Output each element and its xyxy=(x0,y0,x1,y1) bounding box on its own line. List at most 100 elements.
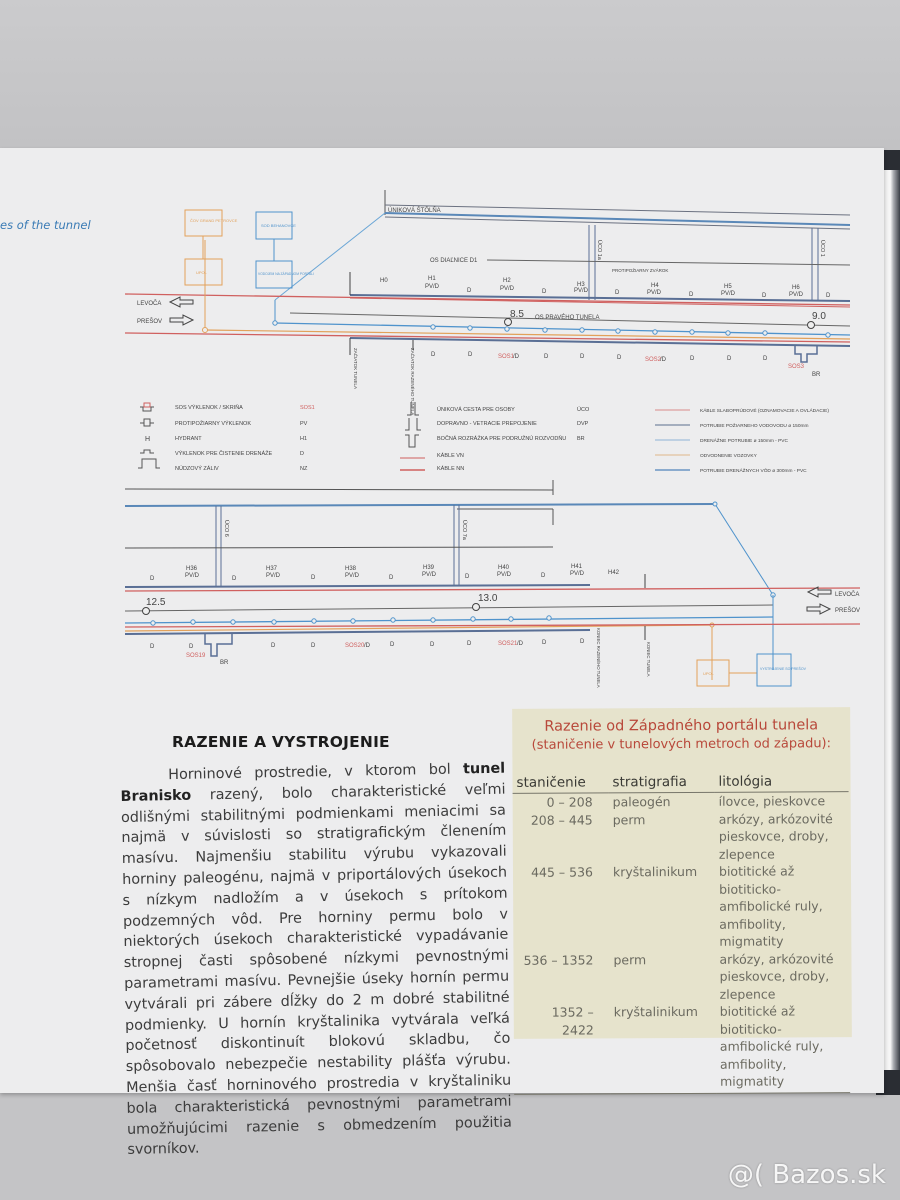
cell-stratigraphy: kryštalinikum xyxy=(612,863,698,880)
hydrant-label: H3 xyxy=(577,282,585,288)
watermark: @( Bazos.sk xyxy=(727,1160,886,1190)
text-run: Horninové prostredie, v ktorom bol xyxy=(168,761,464,784)
hydrant-label: H2 xyxy=(503,278,511,284)
label-sod-box: VYSTROJENIE SO PREŠOV xyxy=(760,666,807,671)
sos-label: SOS1 xyxy=(498,354,515,360)
pvd-label: PV/D xyxy=(574,288,589,294)
label-km-13-0: 13.0 xyxy=(478,593,498,604)
label-fire-niche-note: PROTIPOŽIARNY ZVÁROK xyxy=(612,266,668,273)
label-km-12-5: 12.5 xyxy=(146,597,166,608)
hydrant-label: H6 xyxy=(792,285,800,291)
cell-lithology: arkózy, arkózovité pieskovce, droby, zle… xyxy=(719,950,834,1002)
legend-code: D xyxy=(300,451,304,457)
cell-chainage: 0 – 208 xyxy=(546,794,593,810)
legend: H SOS VÝKLENOK / SKRIŇA PROTIPOŽIARNY VÝ… xyxy=(138,402,829,474)
cell-chainage: 536 – 1352 xyxy=(523,951,594,968)
hydrant-label: H0 xyxy=(380,278,388,284)
legend-label: BOČNÁ ROZRÁŽKA PRE PODRUŽNÚ ROZVODŇU xyxy=(437,434,566,442)
table-row: 1352 – 2422 kryštalinikum biotitické až bi… xyxy=(513,1002,851,1094)
sos-suffix: /D xyxy=(513,354,520,360)
drainage-label: D xyxy=(615,290,620,296)
hydrant-icon: H xyxy=(145,436,150,443)
legend-label: VÝKLENOK PRE ČISTENIE DRENÁŽE xyxy=(175,449,273,457)
legend-label: POTRUBIE POŽIARNEHO VODOVODU ø 150mm xyxy=(700,421,808,429)
br-label: BR xyxy=(812,372,821,378)
drainage-label: D xyxy=(544,354,549,360)
label-right-tube-axis: OS PRAVÉHO TUNELA xyxy=(535,314,599,321)
sidebox-subtitle: (staničenie v tunelových metroch od zápa… xyxy=(531,736,832,753)
label-start-tunnel: ZAČIATOK TUNELA xyxy=(353,348,359,389)
label-levoca: LEVOČA xyxy=(835,591,859,598)
pvd-label: PV/D xyxy=(497,572,512,578)
article-body: Horninové prostredie, v ktorom bol tunel… xyxy=(120,759,513,1161)
hydrant-label: H5 xyxy=(724,284,732,290)
cell-stratigraphy: kryštalinikum xyxy=(609,1002,717,1094)
background-wall xyxy=(0,0,900,150)
hydrant-label: H41 xyxy=(571,564,583,570)
label-uco-6: ÚCO 6 xyxy=(223,520,230,537)
legend-code: SOS1 xyxy=(300,405,315,411)
drainage-label: D xyxy=(763,356,768,362)
table-row: 0 – 208 paleogén ílovce, pieskovce xyxy=(513,792,849,812)
sidebox-title: Razenie od Západného portálu tunela xyxy=(544,717,819,735)
legend-label: NÚDZOVÝ ZÁLIV xyxy=(175,465,219,472)
pvd-label: PV/D xyxy=(422,572,437,578)
drainage-label: D xyxy=(826,293,831,299)
cell-stratigraphy: perm xyxy=(613,951,647,967)
hydrant-label: H40 xyxy=(498,565,510,571)
drainage-label: D xyxy=(727,356,732,362)
drainage-label: D xyxy=(189,644,194,650)
table-row: 208 – 445 perm arkózy, arkózovité pieskovc… xyxy=(513,810,849,864)
sos-suffix: /D xyxy=(364,643,371,649)
drainage-label: D xyxy=(465,574,470,580)
drainage-label: D xyxy=(311,643,316,649)
drainage-label: D xyxy=(468,352,473,358)
legend-label: POTRUBIE DRENÁŽNYCH VÔD ø 300mm - PVC xyxy=(700,466,807,474)
legend-label: DOPRAVNO - VETRACIE PREPOJENIE xyxy=(437,421,537,427)
drainage-label: D xyxy=(430,642,435,648)
pvd-label: PV/D xyxy=(185,573,200,579)
book-edge xyxy=(884,170,900,1070)
pvd-label: PV/D xyxy=(789,292,804,298)
drainage-label: D xyxy=(580,354,585,360)
label-end-tunnel: KONIEC TUNELA xyxy=(646,642,651,677)
sos-label: SOS21 xyxy=(498,641,518,647)
label-start-bored-tunnel: ZAČIATOK RAZENÉHO TUNELA xyxy=(410,348,416,415)
label-escape-gallery: ÚNIKOVÁ ŠTÔLŇA xyxy=(388,207,441,214)
excavation-sidebox: Razenie od Západného portálu tunela (sta… xyxy=(512,707,852,1094)
hydrant-label: H42 xyxy=(608,570,620,576)
pvd-label: PV/D xyxy=(500,286,515,292)
cell-chainage: 208 – 445 xyxy=(530,811,593,828)
sos-suffix: /D xyxy=(660,357,667,363)
hydrant-label: H4 xyxy=(651,283,659,289)
label-presov: PREŠOV xyxy=(835,607,860,614)
legend-label: SOS VÝKLENOK / SKRIŇA xyxy=(175,404,243,411)
legend-label: PROTIPOŽIARNY VÝKLENOK xyxy=(175,419,251,427)
column-header: staničenie xyxy=(512,774,609,794)
drainage-label: D xyxy=(689,292,694,298)
hydrant-label: H1 xyxy=(428,276,436,282)
pvd-label: PV/D xyxy=(570,571,585,577)
legend-label: ÚNIKOVÁ CESTA PRE OSOBY xyxy=(437,406,515,413)
cell-lithology: ílovce, pieskovce xyxy=(718,793,826,809)
running-header: es of the tunnel xyxy=(0,218,91,232)
article-paragraph: Horninové prostredie, v ktorom bol tunel… xyxy=(120,759,513,1161)
label-km-9-0: 9.0 xyxy=(812,311,826,322)
label-km-8-5: 8.5 xyxy=(510,309,524,320)
drainage-label: D xyxy=(431,352,436,358)
legend-code: H1 xyxy=(300,436,307,442)
pvd-label: PV/D xyxy=(721,291,736,297)
cell-stratigraphy: paleogén xyxy=(612,794,671,810)
legend-label: ODVODNENIE VOZOVKY xyxy=(700,453,758,459)
table-row: 536 – 1352 perm arkózy, arkózovité pieskov… xyxy=(513,950,849,1004)
drainage-label: D xyxy=(690,356,695,362)
top-diagram-labels: ÚNIKOVÁ ŠTÔLŇA OS DIAĽNICE D1 OS PRAVÉHO… xyxy=(137,207,831,415)
br-label: BR xyxy=(220,660,229,666)
hydrant-label: H38 xyxy=(345,566,357,572)
drainage-label: D xyxy=(150,644,155,650)
hydrant-label: H37 xyxy=(266,566,278,572)
legend-code: ÚCO xyxy=(577,406,590,413)
pvd-label: PV/D xyxy=(345,573,360,579)
legend-code: NZ xyxy=(300,466,308,472)
